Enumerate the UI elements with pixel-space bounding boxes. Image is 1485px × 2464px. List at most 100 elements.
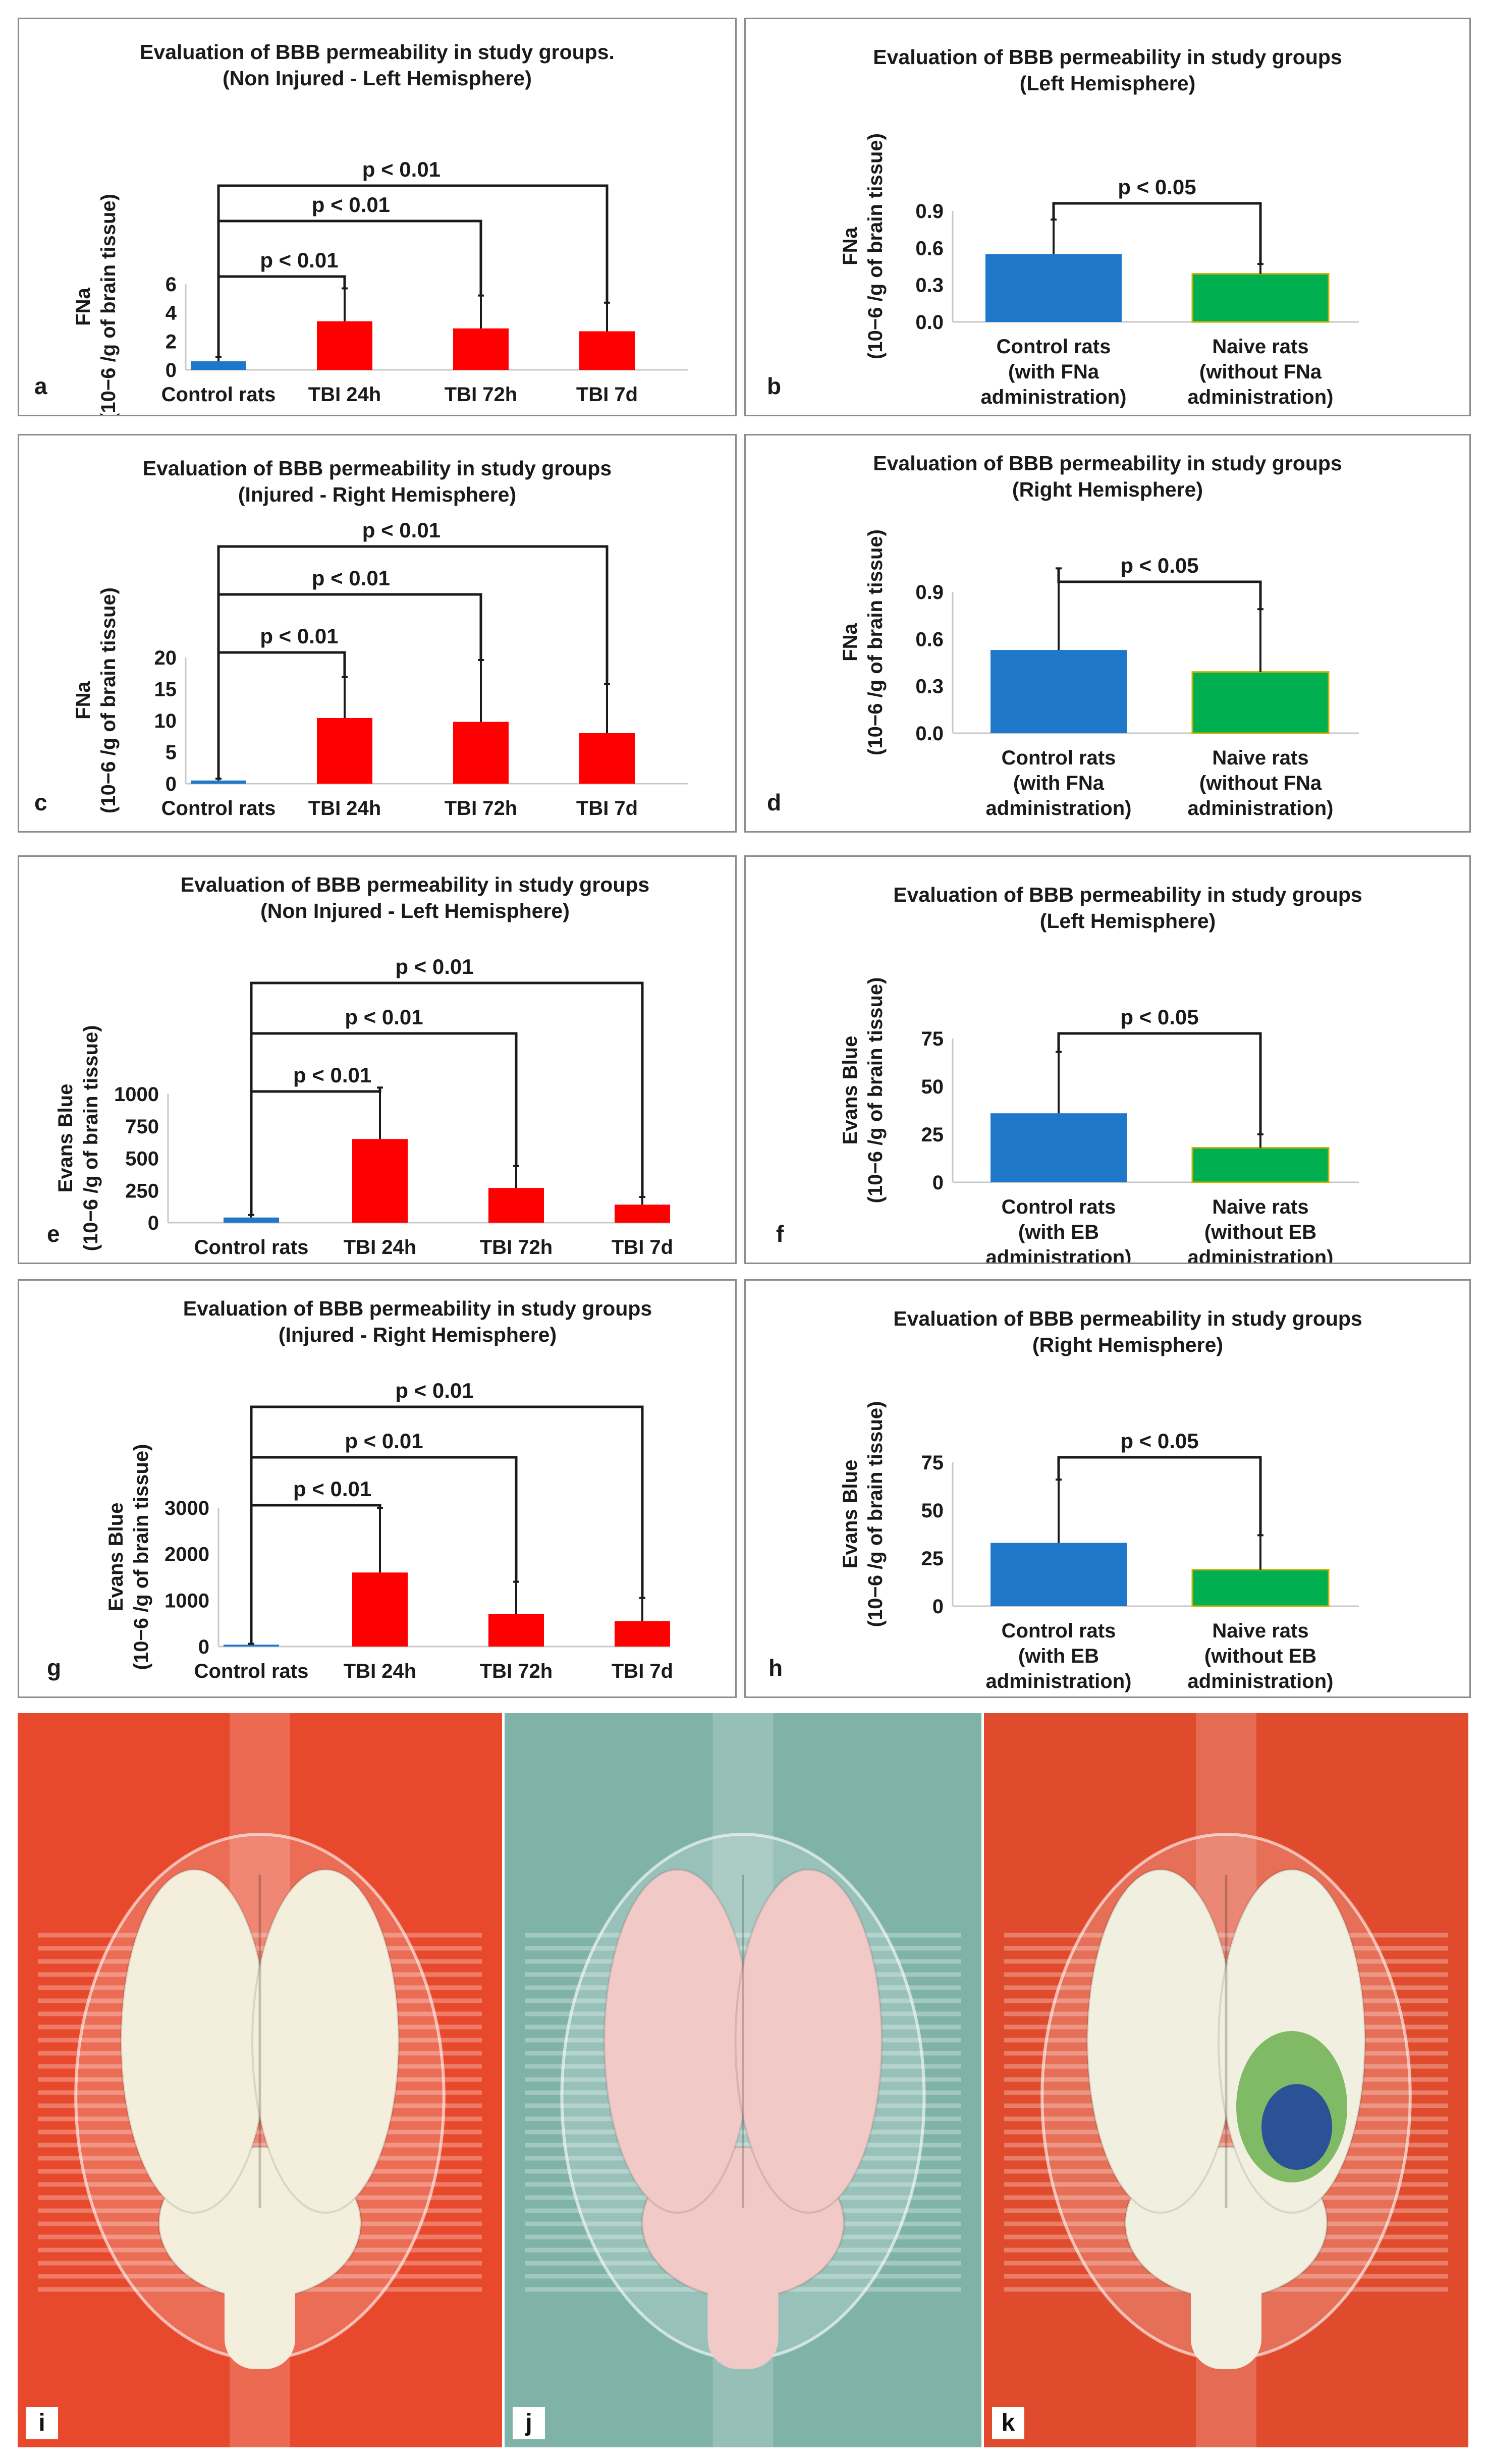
- y-axis-label-line2: (10−6 /g of brain tissue): [864, 977, 887, 1203]
- significance-label: p < 0.01: [362, 157, 441, 181]
- y-tick-label: 0: [148, 1212, 159, 1234]
- y-tick-label: 3000: [164, 1497, 209, 1519]
- y-axis-label: Evans Blue (10−6 /g of brain tissue): [839, 1401, 887, 1627]
- x-category-label: TBI 72h: [480, 1236, 553, 1258]
- y-axis-label: Evans Blue (10−6 /g of brain tissue): [105, 1444, 152, 1670]
- x-category-label: administration): [986, 797, 1132, 819]
- chart-title-line1: Evaluation of BBB permeability in study …: [893, 1307, 1362, 1330]
- significance-label: p < 0.01: [312, 566, 390, 590]
- chart-title-line2: (Left Hemisphere): [1039, 909, 1216, 933]
- significance-bracket: [1057, 1456, 1262, 1536]
- chart-panel-c: Evaluation of BBB permeability in study …: [18, 434, 737, 833]
- significance-label: p < 0.01: [345, 1429, 423, 1453]
- x-category-label: Control rats: [1002, 1196, 1116, 1218]
- brainstem: [225, 2258, 295, 2369]
- bar: [615, 1621, 670, 1647]
- x-category-label: Control rats: [997, 336, 1111, 358]
- chart-title-line1: Evaluation of BBB permeability in study …: [893, 883, 1362, 906]
- significance-bracket: [217, 545, 609, 779]
- brainstem: [1191, 2258, 1261, 2369]
- y-tick-label: 0: [932, 1172, 944, 1194]
- y-axis-label: FNa (10−6 /g of brain tissue): [839, 133, 887, 359]
- right-hemisphere: [734, 1869, 883, 2214]
- x-category-label: administration): [1188, 1670, 1334, 1692]
- x-category-label: administration): [986, 1246, 1132, 1263]
- y-tick-label: 50: [921, 1500, 944, 1522]
- chart-panel-g: Evaluation of BBB permeability in study …: [18, 1279, 737, 1698]
- chart-plot-c: 0 5 10 15 20 FNa (10−6 /g of brain tissue) Cont…: [72, 518, 688, 819]
- chart-title-line2: (Injured - Right Hemisphere): [238, 483, 517, 506]
- bar: [453, 722, 509, 784]
- y-tick-label: 20: [154, 647, 177, 669]
- x-category-label: (without FNa: [1199, 361, 1322, 383]
- significance-bracket: [217, 184, 609, 357]
- chart-title-line2: (Non Injured - Left Hemisphere): [223, 67, 532, 90]
- bar: [991, 1113, 1127, 1182]
- panel-letter-d: d: [767, 789, 782, 815]
- brain-photo-j: [505, 1713, 981, 2447]
- chart-panel-b: Evaluation of BBB permeability in study …: [744, 18, 1471, 416]
- bar: [1191, 671, 1330, 734]
- x-category-label: TBI 7d: [576, 797, 638, 819]
- x-category-label: (without FNa: [1199, 772, 1322, 794]
- bar: [191, 780, 246, 784]
- brain-photo-k: [984, 1713, 1468, 2447]
- y-axis-label: FNa (10−6 /g of brain tissue): [72, 194, 120, 415]
- panel-letter-e: e: [47, 1221, 60, 1247]
- y-axis-label-line2: (10−6 /g of brain tissue): [80, 1025, 102, 1251]
- y-tick-label: 0.6: [915, 628, 944, 650]
- significance-label: p < 0.01: [345, 1005, 423, 1029]
- y-axis-label-line1: FNa: [72, 287, 94, 325]
- y-tick-label: 1000: [114, 1083, 159, 1106]
- x-category-label: TBI 7d: [612, 1660, 673, 1682]
- y-axis-label: FNa (10−6 /g of brain tissue): [839, 529, 887, 755]
- y-tick-label: 25: [921, 1124, 944, 1146]
- bar: [317, 718, 372, 784]
- x-category-label: Naive rats: [1212, 747, 1308, 769]
- x-category-label: TBI 24h: [308, 384, 381, 406]
- x-category-label: TBI 24h: [344, 1660, 416, 1682]
- chart-plot-g: 0 1000 2000 3000 Evans Blue (10−6 /g of brain…: [105, 1379, 673, 1682]
- x-category-label: TBI 72h: [445, 384, 517, 406]
- x-category-label: TBI 7d: [576, 384, 638, 406]
- y-axis-label-line2: (10−6 /g of brain tissue): [864, 529, 887, 755]
- significance-bracket: [250, 981, 644, 1215]
- significance-label: p < 0.01: [395, 1379, 473, 1402]
- y-tick-label: 500: [125, 1148, 159, 1170]
- panel-letter-g: g: [47, 1655, 62, 1681]
- x-category-label: TBI 72h: [445, 797, 517, 819]
- bar: [191, 361, 246, 370]
- significance-label: p < 0.05: [1120, 1005, 1198, 1029]
- bar: [1191, 273, 1330, 323]
- y-tick-label: 6: [166, 273, 177, 296]
- x-category-label: administration): [986, 1670, 1132, 1692]
- chart-panel-a: Evaluation of BBB permeability in study …: [18, 18, 737, 416]
- y-tick-label: 0.0: [915, 311, 944, 334]
- significance-bracket: [1057, 1032, 1262, 1134]
- y-axis-label-line1: FNa: [72, 681, 94, 719]
- chart-plot-d: 0.0 0.3 0.6 0.9 FNa (10−6 /g of brain tissue)…: [839, 529, 1359, 819]
- y-axis-label: Evans Blue (10−6 /g of brain tissue): [54, 1025, 102, 1251]
- y-tick-label: 4: [166, 302, 177, 324]
- y-axis-label: Evans Blue (10−6 /g of brain tissue): [839, 977, 887, 1203]
- bar: [985, 254, 1122, 322]
- brain-photo-i: [18, 1713, 502, 2447]
- significance-label: p < 0.05: [1118, 175, 1196, 199]
- y-axis-label-line2: (10−6 /g of brain tissue): [97, 587, 120, 813]
- x-category-label: Control rats: [1002, 747, 1116, 769]
- significance-label: p < 0.01: [362, 518, 441, 542]
- y-tick-label: 0.9: [915, 581, 944, 604]
- right-hemisphere: [251, 1869, 400, 2214]
- panel-letter-h: h: [768, 1655, 783, 1681]
- bar: [224, 1645, 279, 1647]
- y-tick-label: 75: [921, 1028, 944, 1050]
- photo-panel-j: j: [505, 1713, 981, 2447]
- chart-plot-a: 0 2 4 6 FNa (10−6 /g of brain tissue) Control …: [72, 157, 688, 415]
- chart-plot-h: 0 25 50 75 Evans Blue (10−6 /g of brain tissu…: [839, 1401, 1359, 1692]
- chart-panel-h: Evaluation of BBB permeability in study …: [744, 1279, 1471, 1698]
- chart-panel-d: Evaluation of BBB permeability in study …: [744, 434, 1471, 833]
- y-axis-label-line2: (10−6 /g of brain tissue): [864, 133, 887, 359]
- bar: [991, 1543, 1127, 1606]
- x-category-label: Control rats: [1002, 1620, 1116, 1642]
- y-axis-label-line2: (10−6 /g of brain tissue): [97, 194, 120, 415]
